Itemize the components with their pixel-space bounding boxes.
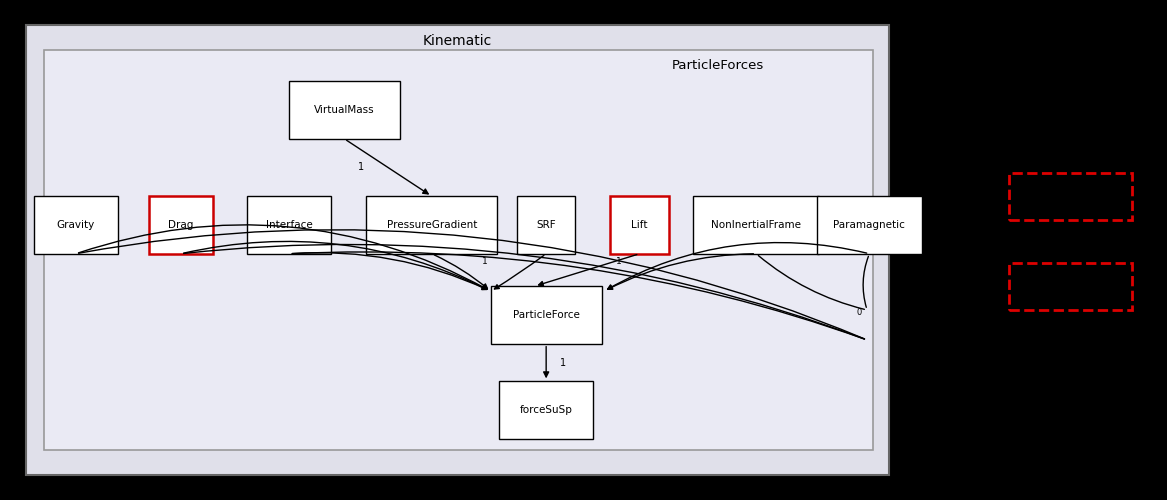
Text: Interface: Interface (266, 220, 313, 230)
Bar (1009, 262, 1132, 310)
Text: 0: 0 (857, 308, 861, 317)
Bar (34, 196, 118, 254)
Text: PressureGradient: PressureGradient (386, 220, 477, 230)
Text: SRF: SRF (537, 220, 555, 230)
Bar (610, 196, 669, 254)
Bar (289, 81, 399, 138)
Text: VirtualMass: VirtualMass (314, 105, 375, 115)
Bar (26, 25, 889, 475)
Text: ParticleForces: ParticleForces (671, 59, 764, 72)
Text: Paramagnetic: Paramagnetic (833, 220, 906, 230)
Bar (366, 196, 497, 254)
Bar (1009, 172, 1132, 220)
Text: NonInertialFrame: NonInertialFrame (711, 220, 802, 230)
Text: 1: 1 (482, 258, 488, 266)
Bar (693, 196, 819, 254)
Bar (247, 196, 331, 254)
Bar (517, 196, 575, 254)
Text: 1: 1 (616, 258, 622, 266)
Text: ParticleForce: ParticleForce (512, 310, 580, 320)
Bar (817, 196, 922, 254)
Bar (44, 50, 873, 450)
Text: Kinematic: Kinematic (422, 34, 492, 48)
Text: Gravity: Gravity (57, 220, 95, 230)
Text: 1: 1 (358, 162, 364, 172)
Text: forceSuSp: forceSuSp (519, 405, 573, 415)
Bar (149, 196, 212, 254)
Bar (491, 286, 602, 344)
Text: Drag: Drag (168, 220, 194, 230)
Text: Lift: Lift (631, 220, 648, 230)
Bar (499, 381, 593, 439)
Text: 1: 1 (560, 358, 566, 368)
